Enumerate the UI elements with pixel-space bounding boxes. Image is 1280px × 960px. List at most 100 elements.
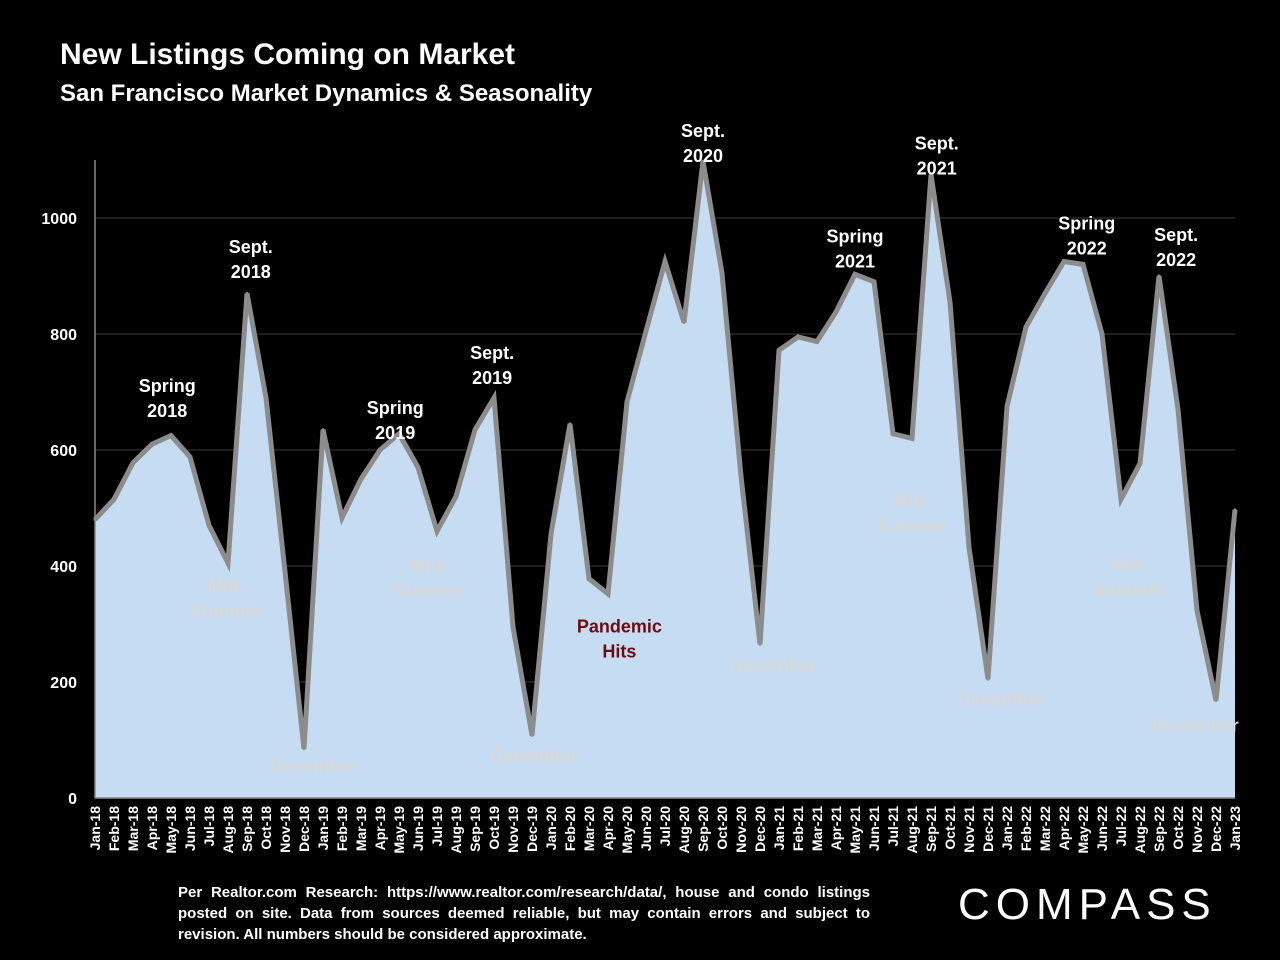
data-point (131, 461, 135, 465)
x-tick-label: Nov-22 (1189, 806, 1205, 853)
x-tick-label: Apr-19 (372, 806, 388, 851)
y-tick-label: 0 (68, 791, 77, 808)
annotation: Mid- Summer (190, 576, 262, 621)
annotation: December (490, 746, 577, 766)
data-point (302, 747, 306, 751)
annotation-line: Sept. (681, 121, 725, 141)
x-tick-label: Feb-18 (106, 806, 122, 851)
data-point (1100, 332, 1104, 336)
x-tick-label: Dec-18 (296, 806, 312, 852)
x-tick-label: Feb-19 (334, 806, 350, 851)
annotation: Mid- Summer (1093, 555, 1165, 600)
annotation-line: Summer (1093, 580, 1165, 600)
annotation: Sept. 2022 (1154, 225, 1198, 270)
data-point (150, 442, 154, 446)
data-point (1195, 609, 1199, 613)
x-tick-label: Jul-19 (429, 806, 445, 847)
x-tick-label: Jun-18 (182, 806, 198, 851)
data-point (1157, 274, 1161, 278)
x-tick-label: Aug-19 (448, 806, 464, 854)
data-point (340, 516, 344, 520)
annotation: Sept. 2020 (681, 121, 725, 166)
annotation: Pandemic Hits (577, 617, 662, 662)
annotation: Mid- Summer (876, 490, 948, 535)
annotation: Spring 2018 (139, 376, 196, 421)
annotation-line: 2022 (1156, 250, 1196, 270)
annotation-line: Summer (190, 601, 262, 621)
x-tick-label: Jun-22 (1094, 806, 1110, 851)
annotation-line: December (730, 656, 817, 676)
data-point (777, 348, 781, 352)
annotation-line: Sept. (470, 343, 514, 363)
x-tick-label: Jan-18 (87, 806, 103, 851)
annotation-line: Sept. (1154, 225, 1198, 245)
data-point (1081, 262, 1085, 266)
annotation: Spring 2021 (827, 226, 884, 271)
x-tick-label: Sep-20 (695, 806, 711, 852)
x-tick-label: Oct-20 (714, 806, 730, 850)
data-point (435, 529, 439, 533)
source-note: Per Realtor.com Research: https://www.re… (178, 884, 870, 943)
data-point (1138, 461, 1142, 465)
x-tick-label: Oct-19 (486, 806, 502, 850)
data-point (492, 396, 496, 400)
x-tick-label: Jan-23 (1227, 806, 1243, 851)
x-tick-label: Jun-20 (638, 806, 654, 851)
annotation-line: 2018 (231, 262, 271, 282)
annotation-line: Sept. (915, 134, 959, 154)
data-point (682, 320, 686, 324)
x-tick-label: May-19 (391, 806, 407, 854)
x-tick-label: Mar-19 (353, 806, 369, 851)
x-tick-label: May-18 (163, 806, 179, 854)
data-point (511, 625, 515, 629)
annotation-line: Spring (1058, 214, 1115, 234)
x-tick-label: Mar-18 (125, 806, 141, 851)
annotation: December (270, 756, 357, 776)
data-point (910, 436, 914, 440)
data-point (701, 159, 705, 163)
x-tick-label: Feb-20 (562, 806, 578, 851)
annotation-line: Mid- (411, 556, 448, 576)
y-tick-label: 1000 (41, 211, 77, 228)
annotation-line: 2020 (683, 146, 723, 166)
data-point (1119, 497, 1123, 501)
data-point (929, 173, 933, 176)
annotation-line: Spring (139, 376, 196, 396)
x-tick-label: May-20 (619, 806, 635, 854)
x-tick-label: Jan-20 (543, 806, 559, 851)
data-point (568, 422, 572, 426)
data-point (834, 310, 838, 314)
annotation: December (958, 689, 1045, 709)
chart-subtitle: San Francisco Market Dynamics & Seasonal… (60, 80, 593, 107)
x-tick-label: Aug-22 (1132, 806, 1148, 854)
annotation: Sept. 2021 (915, 134, 959, 179)
x-tick-label: Aug-20 (676, 806, 692, 854)
data-point (625, 400, 629, 404)
annotation: December (730, 656, 817, 676)
data-point (416, 465, 420, 469)
x-tick-label: Oct-18 (258, 806, 274, 850)
x-tick-label: Mar-21 (809, 806, 825, 851)
y-tick-label: 200 (50, 675, 77, 692)
x-tick-label: Aug-21 (904, 806, 920, 854)
annotation-line: Pandemic (577, 617, 662, 637)
data-point (321, 428, 325, 432)
x-tick-label: Oct-22 (1170, 806, 1186, 850)
data-point (1214, 699, 1218, 703)
annotation-line: Spring (827, 226, 884, 246)
annotation-line: 2019 (472, 368, 512, 388)
annotation: Spring 2022 (1058, 214, 1115, 259)
data-point (1062, 260, 1066, 263)
x-tick-label: Apr-18 (144, 806, 160, 851)
data-point (397, 432, 401, 436)
data-point (245, 291, 249, 295)
x-tick-label: Jan-19 (315, 806, 331, 851)
x-tick-label: Sep-21 (923, 806, 939, 852)
x-tick-label: Dec-20 (752, 806, 768, 852)
annotation: Spring 2019 (367, 398, 424, 443)
x-tick-label: Sep-18 (239, 806, 255, 852)
x-tick-label: Sep-19 (467, 806, 483, 852)
x-tick-label: Mar-20 (581, 806, 597, 851)
annotation-line: 2021 (835, 251, 875, 271)
